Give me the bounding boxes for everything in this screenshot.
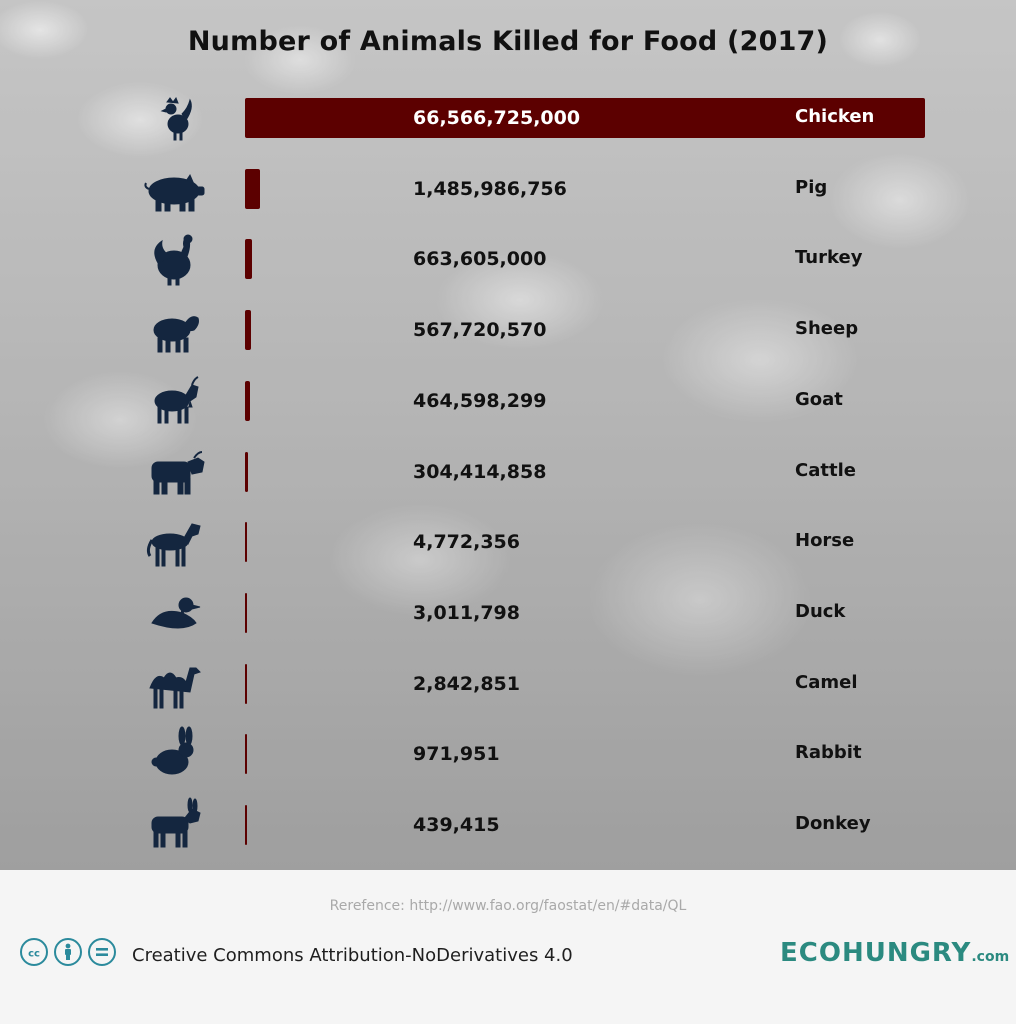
value-label: 3,011,798: [413, 601, 520, 624]
category-label: Sheep: [795, 318, 859, 340]
category-label: Cattle: [795, 459, 856, 481]
brand-tld: .com: [971, 949, 1010, 965]
chart-row: 3,011,798 Duck: [0, 592, 1016, 635]
bar-pig: [245, 168, 261, 209]
chart-row: 439,415 Donkey: [0, 797, 1016, 848]
license-icons: cc: [20, 938, 120, 970]
category-label: Goat: [795, 388, 843, 410]
license-text: Creative Commons Attribution-NoDerivativ…: [132, 945, 573, 966]
camel-icon: [138, 654, 212, 714]
bar-camel: [245, 663, 247, 704]
chart-row: 567,720,570 Sheep: [0, 310, 1016, 353]
category-label: Chicken: [795, 106, 875, 127]
no-derivatives-icon: [88, 938, 116, 966]
horse-icon: [138, 512, 212, 572]
chart-row: 2,842,851 Camel: [0, 663, 1016, 709]
turkey-icon: [138, 229, 212, 289]
value-label: 304,414,858: [413, 460, 547, 483]
pig-icon: [138, 159, 212, 219]
value-label: 1,485,986,756: [413, 177, 567, 200]
bar-duck: [245, 592, 247, 633]
attribution-icon: [54, 938, 82, 966]
chart-row: 464,598,299 Goat: [0, 375, 1016, 424]
cattle-icon: [138, 442, 212, 502]
value-label: 2,842,851: [413, 672, 520, 695]
cc-icon: cc: [20, 938, 48, 966]
footer: Rerefence: http://www.fao.org/faostat/en…: [0, 870, 1016, 1024]
value-label: 66,566,725,000: [413, 107, 581, 129]
value-label: 663,605,000: [413, 248, 547, 271]
rabbit-icon: [138, 724, 212, 784]
bar-chicken: [245, 98, 925, 138]
category-label: Camel: [795, 671, 858, 693]
bar-horse: [245, 522, 247, 563]
category-label: Horse: [795, 530, 855, 552]
sheep-photo-background: [0, 0, 1016, 870]
bar-goat: [245, 380, 250, 421]
value-label: 464,598,299: [413, 389, 547, 412]
chart-row: 971,951 Rabbit: [0, 726, 1016, 776]
svg-text:cc: cc: [28, 949, 40, 960]
chicken-icon: [138, 88, 212, 148]
reference-text: Rerefence: http://www.fao.org/faostat/en…: [329, 898, 687, 914]
bar-turkey: [245, 239, 252, 280]
category-label: Donkey: [795, 813, 871, 834]
category-label: Pig: [795, 176, 828, 198]
bar-donkey: [245, 805, 247, 845]
bar-rabbit: [245, 734, 247, 775]
value-label: 439,415: [413, 814, 500, 836]
chart-title: Number of Animals Killed for Food (2017): [187, 26, 829, 57]
bar-chart: 66,566,725,000 Chicken 1,485,986,756 Pig 663…: [0, 96, 1016, 848]
sheep-icon: [138, 300, 212, 360]
category-label: Turkey: [795, 247, 863, 269]
category-label: Duck: [795, 600, 846, 622]
chart-row: 663,605,000 Turkey: [0, 234, 1016, 286]
value-label: 567,720,570: [413, 319, 547, 342]
chart-row: 66,566,725,000 Chicken: [0, 96, 1016, 141]
goat-icon: [138, 371, 212, 431]
bar-cattle: [245, 451, 249, 492]
brand-logo[interactable]: ECOHUNGRY.com: [780, 938, 1009, 968]
value-label: 4,772,356: [413, 531, 520, 554]
chart-row: 304,414,858 Cattle: [0, 450, 1016, 494]
chart-row: 4,772,356 Horse: [0, 522, 1016, 567]
background-overlay: [0, 0, 1016, 870]
category-label: Rabbit: [795, 742, 862, 764]
duck-icon: [138, 583, 212, 643]
value-label: 971,951: [413, 743, 500, 766]
chart-row: 1,485,986,756 Pig: [0, 168, 1016, 212]
bar-sheep: [245, 310, 251, 351]
donkey-icon: [138, 795, 212, 855]
brand-name: ECOHUNGRY: [780, 938, 972, 968]
